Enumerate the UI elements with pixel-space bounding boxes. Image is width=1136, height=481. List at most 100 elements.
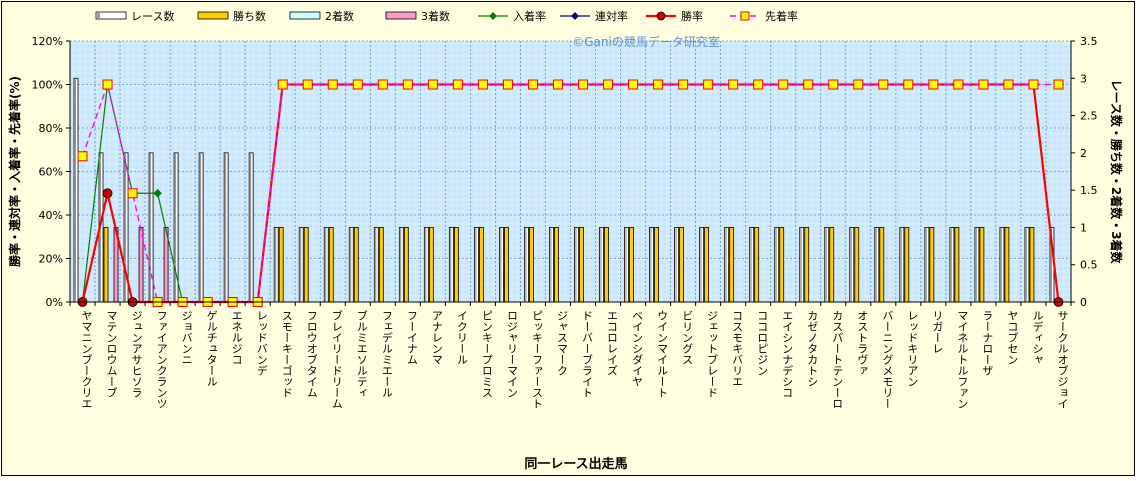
bar-勝ち数 <box>879 227 885 303</box>
bar-勝ち数 <box>654 227 659 303</box>
bar-勝ち数 <box>428 227 434 303</box>
x-tick-label: ピッキーファースト <box>530 310 543 409</box>
x-tick-label: ジュンアサヒソラ <box>130 310 143 398</box>
y-right-tick-label: 0.5 <box>1080 259 1098 272</box>
legend-label: 入着率 <box>513 9 546 23</box>
x-tick-label: ビリングス <box>681 310 694 365</box>
y-left-tick-label: 0% <box>46 296 63 309</box>
bar-shade <box>825 228 827 302</box>
x-tick-label: オストラヴァ <box>856 310 869 376</box>
bar-shade <box>525 228 527 302</box>
x-tick-label: ブルミエソルティ <box>355 309 368 398</box>
x-tick-label: レッドキリアン <box>906 310 919 387</box>
x-tick-label: ブレイリードリーム <box>330 309 343 409</box>
point-先着率 <box>1028 79 1039 90</box>
x-tick-label: バーニングメモリー <box>881 310 894 409</box>
legend-marker <box>656 11 666 21</box>
bar-shade <box>650 228 652 302</box>
x-tick-label: スモーキーゴッド <box>280 310 293 398</box>
bar-shade <box>625 228 627 302</box>
y-left-tick-label: 120% <box>32 35 63 48</box>
bar-shade <box>249 153 252 302</box>
bar-勝ち数 <box>278 227 284 303</box>
bar-shade <box>74 79 76 302</box>
y-right-axis-title: レース数・勝ち数・2着数・3着数 <box>1109 79 1124 264</box>
line-先着率 <box>81 81 1059 303</box>
bar-shade <box>425 228 427 302</box>
y-left-tick-label: 40% <box>39 209 63 222</box>
point-先着率 <box>803 79 814 90</box>
bar-shade <box>300 228 302 302</box>
bar-勝ち数 <box>1004 227 1010 303</box>
point-先着率 <box>778 79 789 90</box>
bar-shade <box>675 228 677 302</box>
legend-swatch <box>197 11 229 20</box>
point-先着率 <box>377 79 388 90</box>
point-先着率 <box>427 79 438 90</box>
x-tick-label: レッドバンデ <box>255 310 268 376</box>
x-tick-label: ヤマニンブークリエ <box>80 310 93 409</box>
x-tick-label: ゲルチュタール <box>205 310 218 387</box>
bar-shade <box>1000 228 1002 302</box>
bar-shade <box>500 228 502 302</box>
bar-shade <box>925 228 927 302</box>
bar-shade <box>275 228 277 302</box>
bar-shade <box>400 228 402 302</box>
point-勝率 <box>102 188 113 199</box>
y-left-tick-label: 20% <box>39 253 63 266</box>
legend-marker <box>740 11 750 21</box>
bar-shade <box>375 228 377 302</box>
legend-label: 勝ち数 <box>233 9 266 23</box>
point-先着率 <box>878 79 889 90</box>
bar-shade <box>600 228 602 302</box>
point-先着率 <box>703 79 714 90</box>
point-入着率 <box>153 188 162 198</box>
x-tick-label: マイネルトルファン <box>956 310 969 409</box>
bar-勝ち数 <box>929 227 935 303</box>
legend-marker <box>489 12 497 20</box>
x-tick-label: ウインマイルート <box>656 310 669 398</box>
bar-勝ち数 <box>554 227 559 303</box>
point-先着率 <box>628 79 639 90</box>
legend-label: レース数 <box>131 10 174 23</box>
bar-勝ち数 <box>328 227 334 303</box>
bar-shade <box>550 228 552 302</box>
bar-shade <box>725 228 727 302</box>
x-tick-label: エイシンナデシコ <box>781 310 794 398</box>
bar-shade <box>450 228 452 302</box>
point-先着率 <box>953 79 964 90</box>
bar-勝ち数 <box>403 227 409 303</box>
bar-shade <box>800 228 802 302</box>
bar-勝ち数 <box>103 227 109 303</box>
bar-shade <box>199 153 202 302</box>
bar-勝ち数 <box>478 227 484 303</box>
point-先着率 <box>327 79 338 90</box>
legend-label: 連対率 <box>595 9 628 23</box>
x-tick-label: フーイナム <box>405 310 418 365</box>
legend-label: 3着数 <box>421 9 450 23</box>
watermark: ©Ganiの競馬データ研究室 <box>572 34 720 49</box>
bar-勝ち数 <box>604 227 609 303</box>
x-tick-label: カスパートテンーロ <box>831 310 844 409</box>
bar-勝ち数 <box>453 227 459 303</box>
bar-勝ち数 <box>1029 227 1035 303</box>
x-tick-label: フロウオブタイム <box>305 310 318 398</box>
legend-swatch-shade <box>97 13 100 18</box>
bar-shade <box>875 228 877 302</box>
bar-shade <box>350 228 352 302</box>
bar-shade <box>775 228 777 302</box>
bar-勝ち数 <box>954 227 960 303</box>
x-tick-label: ドーバーブライト <box>581 310 594 398</box>
bar-勝ち数 <box>353 227 359 303</box>
legend-marker <box>571 12 579 20</box>
point-先着率 <box>277 79 288 90</box>
y-right-tick-label: 3.5 <box>1080 35 1098 48</box>
bar-勝ち数 <box>854 227 860 303</box>
x-tick-label: ジェットブレード <box>706 310 719 398</box>
y-right-tick-label: 1.5 <box>1080 184 1098 197</box>
point-先着率 <box>77 151 88 162</box>
bar-shade <box>850 228 852 302</box>
x-tick-label: アナレンマ <box>430 310 443 365</box>
bar-shade <box>700 228 702 302</box>
